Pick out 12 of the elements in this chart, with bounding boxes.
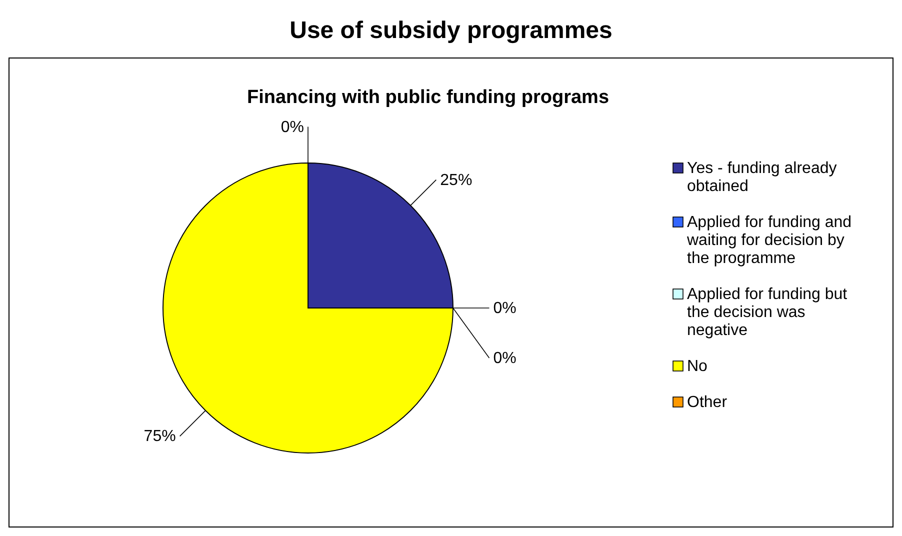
legend-label: Applied for funding but the decision was negative — [687, 286, 848, 339]
text: 0% — [493, 300, 516, 317]
text: 0% — [280, 118, 304, 136]
legend-label: Other — [687, 394, 728, 411]
text: 0% — [493, 350, 516, 367]
data-label: 75% — [144, 428, 176, 446]
legend-label: No — [687, 358, 708, 375]
chart-subtitle: Financing with public funding programs — [246, 87, 610, 108]
chart-title: Use of subsidy programmes — [290, 17, 612, 44]
legend-label: Applied for funding and waiting for decision by the programme — [686, 214, 852, 267]
data-label: 25% — [440, 172, 472, 189]
legend-label: Yes - funding already obtained — [687, 160, 837, 195]
